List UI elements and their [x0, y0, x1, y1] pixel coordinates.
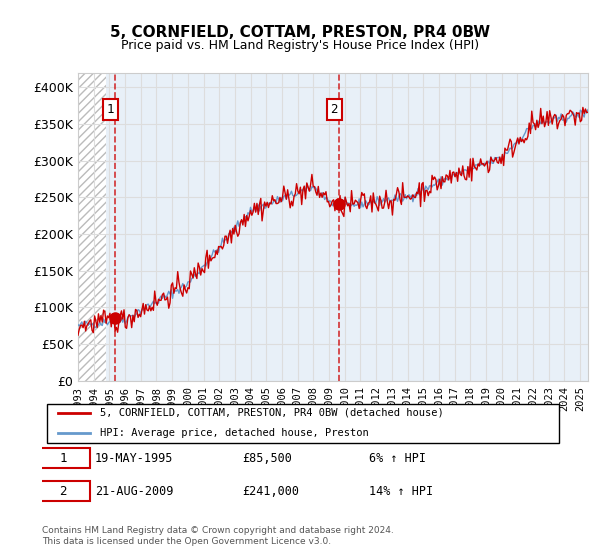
FancyBboxPatch shape — [37, 481, 89, 501]
Text: 1: 1 — [107, 103, 115, 116]
Text: £85,500: £85,500 — [242, 451, 293, 465]
Text: 14% ↑ HPI: 14% ↑ HPI — [370, 484, 433, 498]
Bar — [78, 73, 106, 381]
Text: 6% ↑ HPI: 6% ↑ HPI — [370, 451, 427, 465]
Text: 5, CORNFIELD, COTTAM, PRESTON, PR4 0BW (detached house): 5, CORNFIELD, COTTAM, PRESTON, PR4 0BW (… — [100, 408, 444, 418]
Text: 2: 2 — [59, 484, 67, 498]
Text: 19-MAY-1995: 19-MAY-1995 — [95, 451, 173, 465]
FancyBboxPatch shape — [37, 448, 89, 468]
Text: Price paid vs. HM Land Registry's House Price Index (HPI): Price paid vs. HM Land Registry's House … — [121, 39, 479, 52]
FancyBboxPatch shape — [47, 404, 559, 443]
Text: Contains HM Land Registry data © Crown copyright and database right 2024.
This d: Contains HM Land Registry data © Crown c… — [42, 526, 394, 546]
Text: £241,000: £241,000 — [242, 484, 299, 498]
Text: 1: 1 — [59, 451, 67, 465]
Text: HPI: Average price, detached house, Preston: HPI: Average price, detached house, Pres… — [100, 428, 369, 438]
Text: 5, CORNFIELD, COTTAM, PRESTON, PR4 0BW: 5, CORNFIELD, COTTAM, PRESTON, PR4 0BW — [110, 25, 490, 40]
Text: 21-AUG-2009: 21-AUG-2009 — [95, 484, 173, 498]
Text: 2: 2 — [331, 103, 338, 116]
